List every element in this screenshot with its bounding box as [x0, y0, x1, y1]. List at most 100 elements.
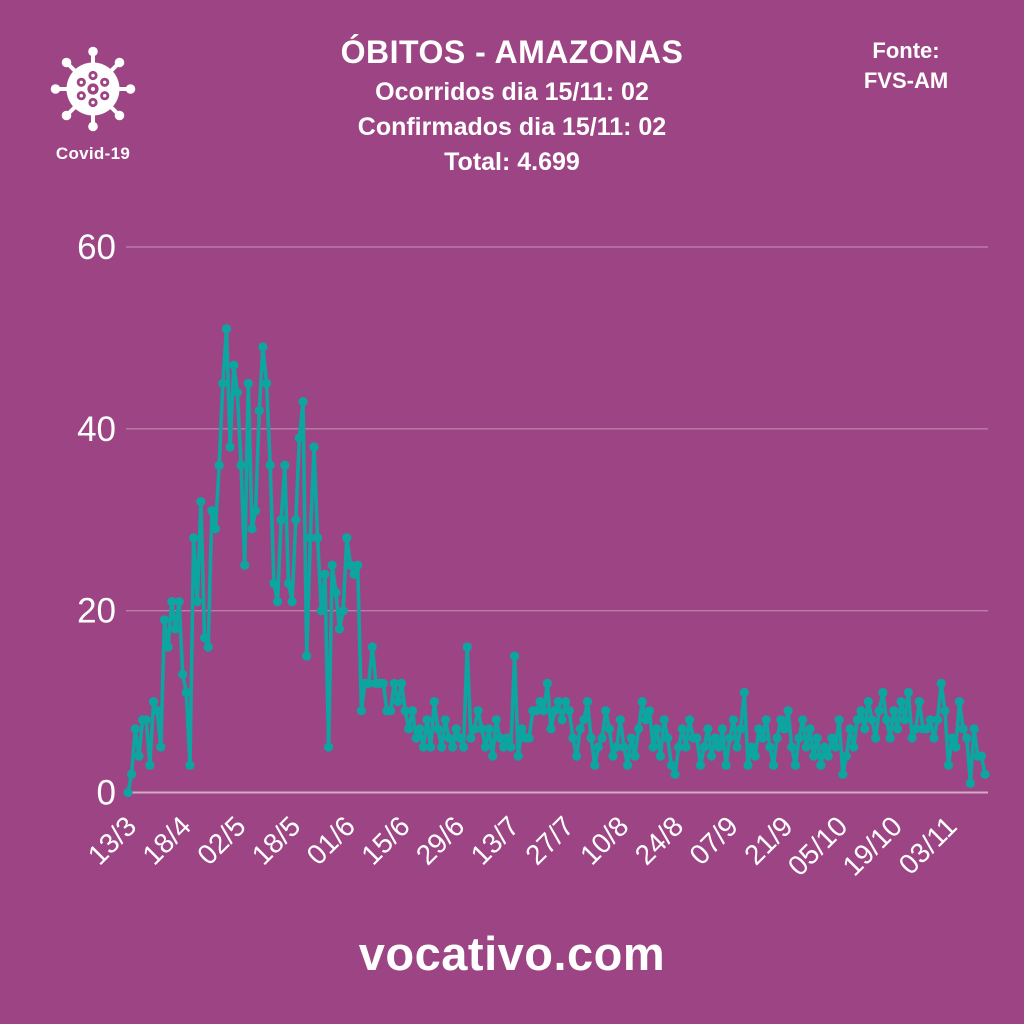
- data-point: [732, 742, 742, 752]
- covid-virus-badge: [48, 44, 138, 134]
- virus-spikes: [59, 55, 127, 123]
- data-point: [641, 715, 651, 725]
- data-point: [852, 715, 863, 725]
- data-point: [495, 733, 505, 743]
- data-point: [524, 733, 534, 743]
- data-point: [429, 697, 439, 707]
- data-point: [637, 697, 647, 707]
- data-point: [247, 524, 257, 534]
- data-point: [287, 597, 297, 607]
- data-point: [539, 706, 549, 716]
- data-point: [130, 724, 140, 734]
- data-point: [484, 724, 494, 734]
- data-point: [736, 724, 746, 734]
- data-point: [134, 751, 144, 761]
- data-point: [874, 706, 884, 716]
- data-point: [867, 715, 877, 725]
- y-tick-label: 20: [77, 592, 116, 631]
- data-point: [200, 633, 210, 643]
- data-point: [615, 715, 625, 725]
- data-point: [509, 651, 520, 661]
- data-point: [703, 724, 713, 734]
- x-tick-label: 24/8: [629, 810, 689, 870]
- data-point: [415, 724, 425, 734]
- data-point: [396, 678, 407, 689]
- data-point: [218, 378, 228, 388]
- data-point: [750, 751, 760, 761]
- subtitle-confirmados: Confirmados dia 15/11: 02: [357, 113, 667, 141]
- data-point: [433, 724, 443, 734]
- data-point: [728, 715, 739, 725]
- data-point: [480, 742, 490, 752]
- data-point: [320, 569, 330, 579]
- data-point: [550, 706, 560, 716]
- page-title: ÓBITOS - AMAZONAS: [340, 34, 684, 70]
- data-point: [579, 715, 589, 725]
- data-point: [601, 706, 611, 716]
- data-point: [903, 687, 914, 698]
- data-point: [889, 706, 899, 716]
- x-tick-label: 15/6: [355, 810, 415, 870]
- data-point: [710, 733, 720, 743]
- data-point: [765, 742, 775, 752]
- data-point: [863, 697, 873, 707]
- data-point: [232, 387, 242, 398]
- data-point: [830, 742, 841, 752]
- data-point: [557, 715, 567, 725]
- data-point: [568, 733, 578, 743]
- data-point: [280, 460, 290, 470]
- subtitle-ocorridos: Ocorridos dia 15/11: 02: [375, 78, 649, 106]
- data-point: [768, 760, 779, 770]
- data-point: [772, 733, 782, 743]
- data-point: [276, 515, 286, 525]
- data-point: [302, 651, 312, 661]
- data-point: [626, 733, 636, 743]
- data-point: [674, 742, 684, 752]
- data-point: [404, 724, 414, 734]
- data-point: [240, 560, 250, 570]
- data-point: [969, 724, 979, 734]
- data-point: [586, 733, 596, 743]
- data-point: [156, 742, 166, 752]
- data-point: [721, 760, 731, 770]
- x-tick-label: 18/4: [136, 810, 196, 870]
- data-point: [725, 733, 735, 743]
- data-point: [338, 606, 348, 616]
- data-point: [681, 742, 691, 752]
- data-point: [914, 697, 925, 707]
- data-point: [714, 742, 724, 752]
- site-footer: vocativo.com: [358, 927, 666, 980]
- x-tick-label: 13/7: [465, 810, 525, 870]
- data-point: [262, 378, 272, 388]
- covid-virus-icon: [50, 46, 136, 132]
- data-point: [827, 733, 837, 743]
- data-point: [630, 751, 640, 761]
- data-point: [546, 724, 556, 734]
- data-point: [462, 642, 472, 652]
- data-point: [455, 733, 465, 743]
- data-point: [699, 742, 709, 752]
- data-point: [564, 706, 574, 716]
- data-point: [706, 751, 717, 761]
- data-point: [229, 360, 239, 370]
- data-point: [677, 724, 687, 734]
- data-point: [951, 742, 961, 752]
- data-point: [823, 751, 833, 761]
- data-point: [444, 733, 454, 743]
- data-point: [491, 715, 501, 725]
- y-tick-label: 40: [77, 410, 116, 449]
- data-point: [881, 715, 892, 725]
- data-point: [695, 760, 706, 770]
- data-point: [309, 442, 319, 452]
- data-point: [933, 715, 943, 725]
- data-point: [196, 497, 206, 507]
- y-tick-label: 0: [97, 774, 116, 813]
- data-point: [623, 760, 633, 770]
- data-point: [783, 706, 793, 716]
- x-tick-label: 29/6: [410, 810, 470, 870]
- data-point: [283, 578, 294, 589]
- data-point: [619, 742, 629, 752]
- data-point: [805, 724, 815, 734]
